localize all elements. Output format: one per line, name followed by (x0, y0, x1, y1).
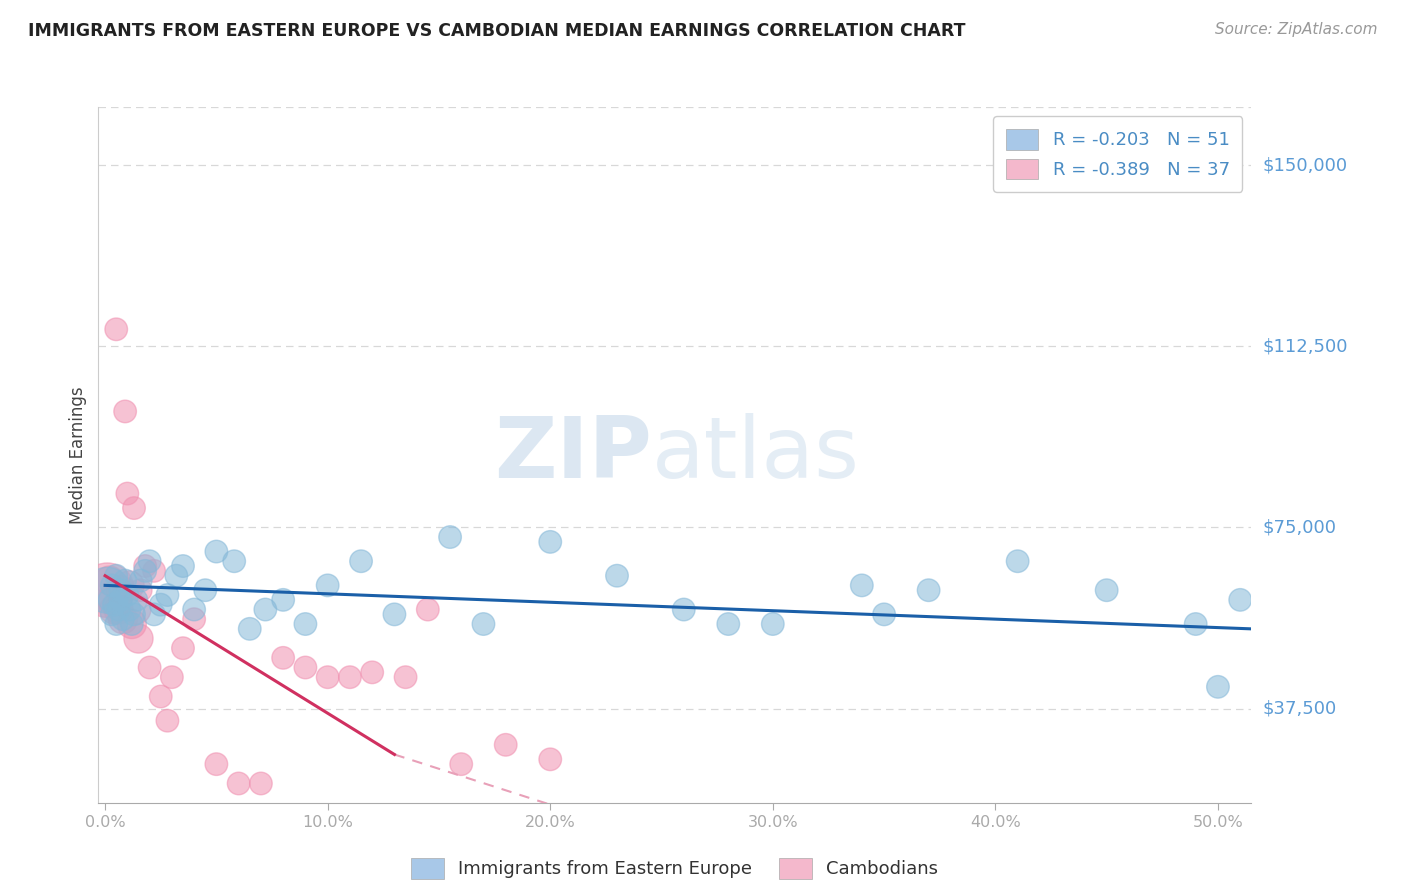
Point (316, 578, 339, 592)
Text: $75,000: $75,000 (1263, 518, 1337, 536)
Y-axis label: Median Earnings: Median Earnings (69, 386, 87, 524)
Point (122, 501, 145, 516)
Text: ZIP: ZIP (494, 413, 652, 497)
Point (472, 617, 495, 632)
Point (160, 670, 183, 684)
Point (110, 583, 132, 598)
Point (118, 602, 141, 616)
Point (672, 602, 695, 616)
Point (149, 690, 172, 704)
Point (254, 602, 277, 616)
Point (205, 544, 228, 558)
Point (103, 598, 125, 612)
Point (107, 602, 129, 616)
Point (439, 530, 461, 544)
Point (107, 602, 129, 616)
Point (224, 554, 246, 568)
Point (1007, 554, 1029, 568)
Point (100, 607, 122, 622)
Point (416, 602, 439, 616)
Point (117, 486, 139, 500)
Point (138, 554, 160, 568)
Point (96, 583, 118, 598)
Point (1206, 680, 1229, 694)
Point (134, 564, 156, 578)
Point (316, 670, 339, 684)
Point (118, 578, 141, 592)
Point (134, 559, 156, 574)
Point (127, 632, 149, 646)
Point (156, 588, 179, 602)
Point (1095, 583, 1118, 598)
Point (121, 617, 143, 632)
Point (1184, 617, 1206, 632)
Point (111, 612, 134, 626)
Point (110, 583, 132, 598)
Point (105, 322, 128, 336)
Point (114, 574, 136, 588)
Point (121, 617, 143, 632)
Point (165, 568, 187, 582)
Point (450, 757, 472, 772)
Point (339, 670, 361, 684)
Text: Source: ZipAtlas.com: Source: ZipAtlas.com (1215, 22, 1378, 37)
Text: $112,500: $112,500 (1263, 337, 1348, 355)
Point (350, 554, 373, 568)
Point (239, 622, 262, 636)
Text: $150,000: $150,000 (1263, 156, 1348, 174)
Point (917, 583, 939, 598)
Text: atlas: atlas (652, 413, 860, 497)
Point (100, 578, 122, 592)
Point (125, 592, 148, 607)
Point (717, 617, 740, 632)
Point (762, 617, 785, 632)
Point (96, 583, 118, 598)
Point (129, 574, 152, 588)
Point (143, 607, 166, 622)
Point (114, 404, 136, 418)
Point (250, 776, 273, 790)
Point (98, 574, 121, 588)
Point (851, 578, 873, 592)
Point (110, 592, 132, 607)
Point (194, 583, 217, 598)
Point (538, 534, 561, 549)
Point (294, 660, 316, 674)
Point (125, 602, 148, 616)
Point (122, 607, 145, 622)
Point (149, 598, 172, 612)
Text: IMMIGRANTS FROM EASTERN EUROPE VS CAMBODIAN MEDIAN EARNINGS CORRELATION CHART: IMMIGRANTS FROM EASTERN EUROPE VS CAMBOD… (28, 22, 966, 40)
Point (606, 568, 628, 582)
Point (384, 607, 406, 622)
Point (111, 612, 134, 626)
Point (105, 617, 128, 632)
Point (495, 738, 517, 752)
Point (183, 602, 205, 616)
Point (98, 592, 121, 607)
Point (271, 592, 294, 607)
Point (172, 559, 194, 574)
Point (105, 568, 128, 582)
Legend: Immigrants from Eastern Europe, Cambodians: Immigrants from Eastern Europe, Cambodia… (402, 849, 948, 888)
Point (183, 612, 205, 626)
Point (228, 776, 250, 790)
Point (117, 588, 139, 602)
Point (205, 757, 228, 772)
Point (129, 583, 152, 598)
Point (271, 651, 294, 665)
Point (172, 641, 194, 656)
Point (394, 670, 416, 684)
Point (538, 752, 561, 766)
Point (1229, 592, 1251, 607)
Point (361, 665, 384, 680)
Point (294, 617, 316, 632)
Point (100, 592, 122, 607)
Point (103, 602, 125, 616)
Point (873, 607, 896, 622)
Point (138, 660, 160, 674)
Point (143, 564, 166, 578)
Text: $37,500: $37,500 (1263, 699, 1337, 717)
Point (156, 714, 179, 728)
